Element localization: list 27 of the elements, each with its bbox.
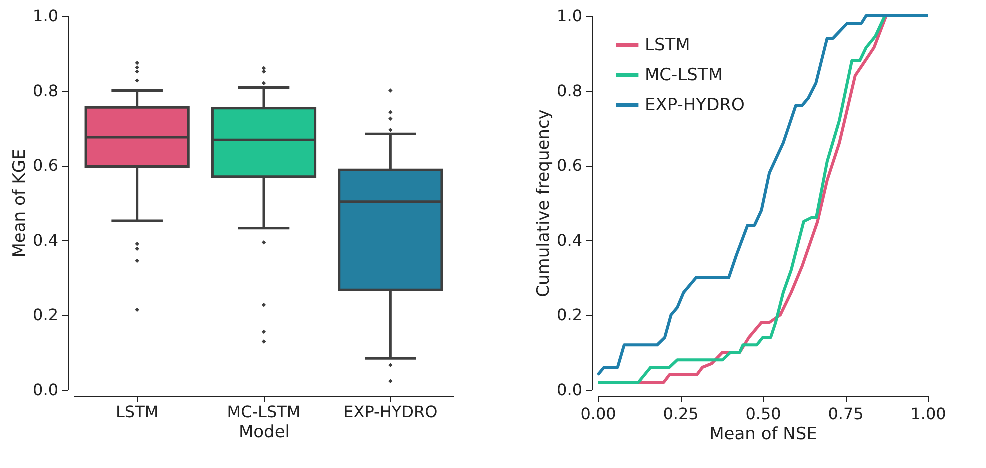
x-tick-label: EXP-HYDRO: [344, 402, 438, 422]
x-tick-label: 1.00: [910, 404, 946, 424]
x-tick-label: MC-LSTM: [227, 402, 301, 422]
y-tick-label: 0.6: [557, 156, 582, 176]
y-axis-title: Cumulative frequency: [534, 110, 554, 298]
x-tick-label: 0.75: [828, 404, 864, 424]
y-tick-label: 0.6: [33, 156, 58, 176]
y-axis-title: Mean of KGE: [10, 149, 30, 258]
y-tick-label: 0.4: [33, 230, 58, 250]
y-tick-label: 0.2: [33, 306, 58, 325]
x-tick-label: 0.50: [746, 404, 782, 424]
x-axis-title: Mean of NSE: [710, 424, 818, 444]
y-tick-label: 0.2: [557, 306, 582, 325]
x-tick-label: 0.00: [580, 404, 616, 424]
legend-label: MC-LSTM: [645, 66, 723, 86]
y-tick-label: 0.0: [557, 380, 582, 400]
legend-label: LSTM: [645, 36, 690, 56]
legend-label: EXP-HYDRO: [645, 96, 745, 116]
y-tick-label: 0.0: [33, 380, 58, 400]
y-tick-label: 1.0: [557, 6, 582, 26]
y-tick-label: 0.8: [557, 81, 582, 100]
y-tick-label: 0.4: [557, 230, 582, 250]
x-tick-label: 0.25: [663, 404, 699, 424]
y-tick-label: 0.8: [33, 81, 58, 100]
x-tick-label: LSTM: [116, 402, 159, 422]
x-axis-title: Model: [238, 422, 290, 442]
y-tick-label: 1.0: [33, 6, 58, 26]
